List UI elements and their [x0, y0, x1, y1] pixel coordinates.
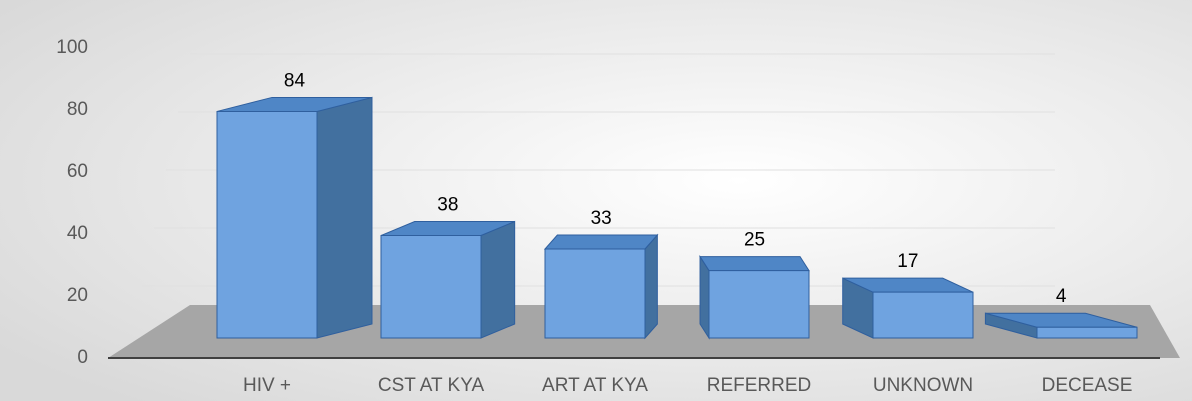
bar [380, 220, 516, 339]
bar [543, 233, 659, 340]
data-label: 38 [437, 195, 458, 216]
bar-front [216, 110, 318, 339]
data-label: 4 [1056, 286, 1067, 307]
bar-front [1036, 326, 1138, 339]
bar-top [699, 256, 810, 272]
bar-front [544, 248, 646, 339]
bar-front [872, 291, 974, 339]
x-tick-label: CST AT KYA [378, 375, 485, 396]
bar-side [316, 96, 373, 339]
x-tick-label: UNKNOWN [873, 375, 973, 396]
data-label: 33 [591, 208, 612, 229]
x-tick-label: DECEASE [1042, 375, 1133, 396]
bar [984, 312, 1138, 339]
bar-front [380, 235, 482, 339]
y-tick-label: 40 [67, 223, 88, 244]
bar [699, 254, 810, 340]
bar-side [644, 233, 658, 340]
data-label: 25 [744, 230, 765, 251]
bar-top [543, 234, 659, 250]
bar [216, 96, 373, 339]
y-tick-label: 80 [67, 99, 88, 120]
data-label: 84 [284, 70, 306, 91]
bar [842, 277, 974, 339]
bar-side [480, 220, 516, 339]
data-label: 17 [897, 251, 918, 272]
bar-front [708, 270, 810, 339]
x-tick-label: HIV + [243, 375, 291, 396]
y-tick-label: 60 [67, 161, 88, 182]
x-tick-label: REFERRED [707, 375, 812, 396]
y-tick-label: 0 [77, 347, 88, 368]
y-tick-label: 20 [67, 285, 88, 306]
x-tick-label: ART AT KYA [542, 375, 648, 396]
y-tick-label: 100 [56, 37, 88, 58]
